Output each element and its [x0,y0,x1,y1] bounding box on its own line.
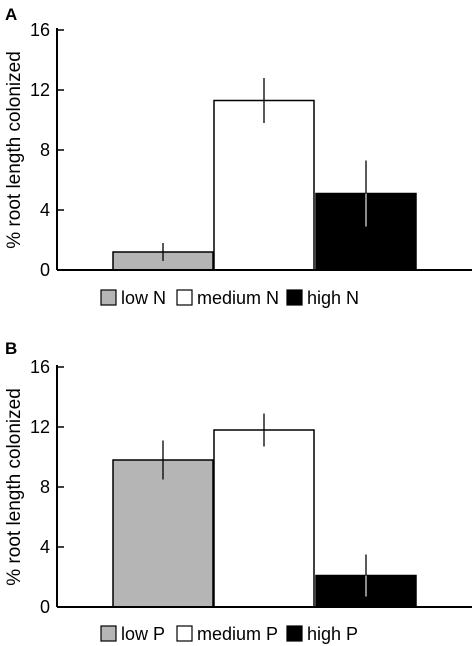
legend-label: medium P [197,624,278,644]
panel-label: B [5,339,17,358]
y-tick-label: 0 [40,597,50,617]
y-tick-label: 0 [40,260,50,280]
chart-panel-b: B % root length colonized 0 4 8 12 16 low P medi… [4,339,472,644]
y-tick-label: 8 [40,477,50,497]
bar-medium-n [213,99,315,271]
chart-panel-a: A % root length colonized 0 4 8 12 16 low N medi… [4,5,472,308]
legend-label: high N [307,288,359,308]
bar-medium-p [213,429,315,608]
legend-label: high P [307,624,358,644]
y-axis-label: % root length colonized [4,51,25,249]
legend-swatch [176,625,193,642]
y-tick-label: 4 [40,537,50,557]
y-tick-label: 4 [40,200,50,220]
y-tick-label: 16 [30,20,50,40]
panel-label: A [5,5,17,24]
legend-label: low P [121,624,165,644]
y-tick-label: 8 [40,140,50,160]
legend-label: low N [121,288,166,308]
y-tick-label: 16 [30,357,50,377]
y-tick-label: 12 [30,80,50,100]
bar-low-p [112,459,214,608]
legend-label: medium N [197,288,279,308]
legend-swatch [286,289,303,306]
legend-swatch [100,289,117,306]
legend-swatch [286,625,303,642]
legend-swatch [176,289,193,306]
y-axis-label: % root length colonized [4,388,25,586]
y-tick-label: 12 [30,417,50,437]
legend-swatch [100,625,117,642]
